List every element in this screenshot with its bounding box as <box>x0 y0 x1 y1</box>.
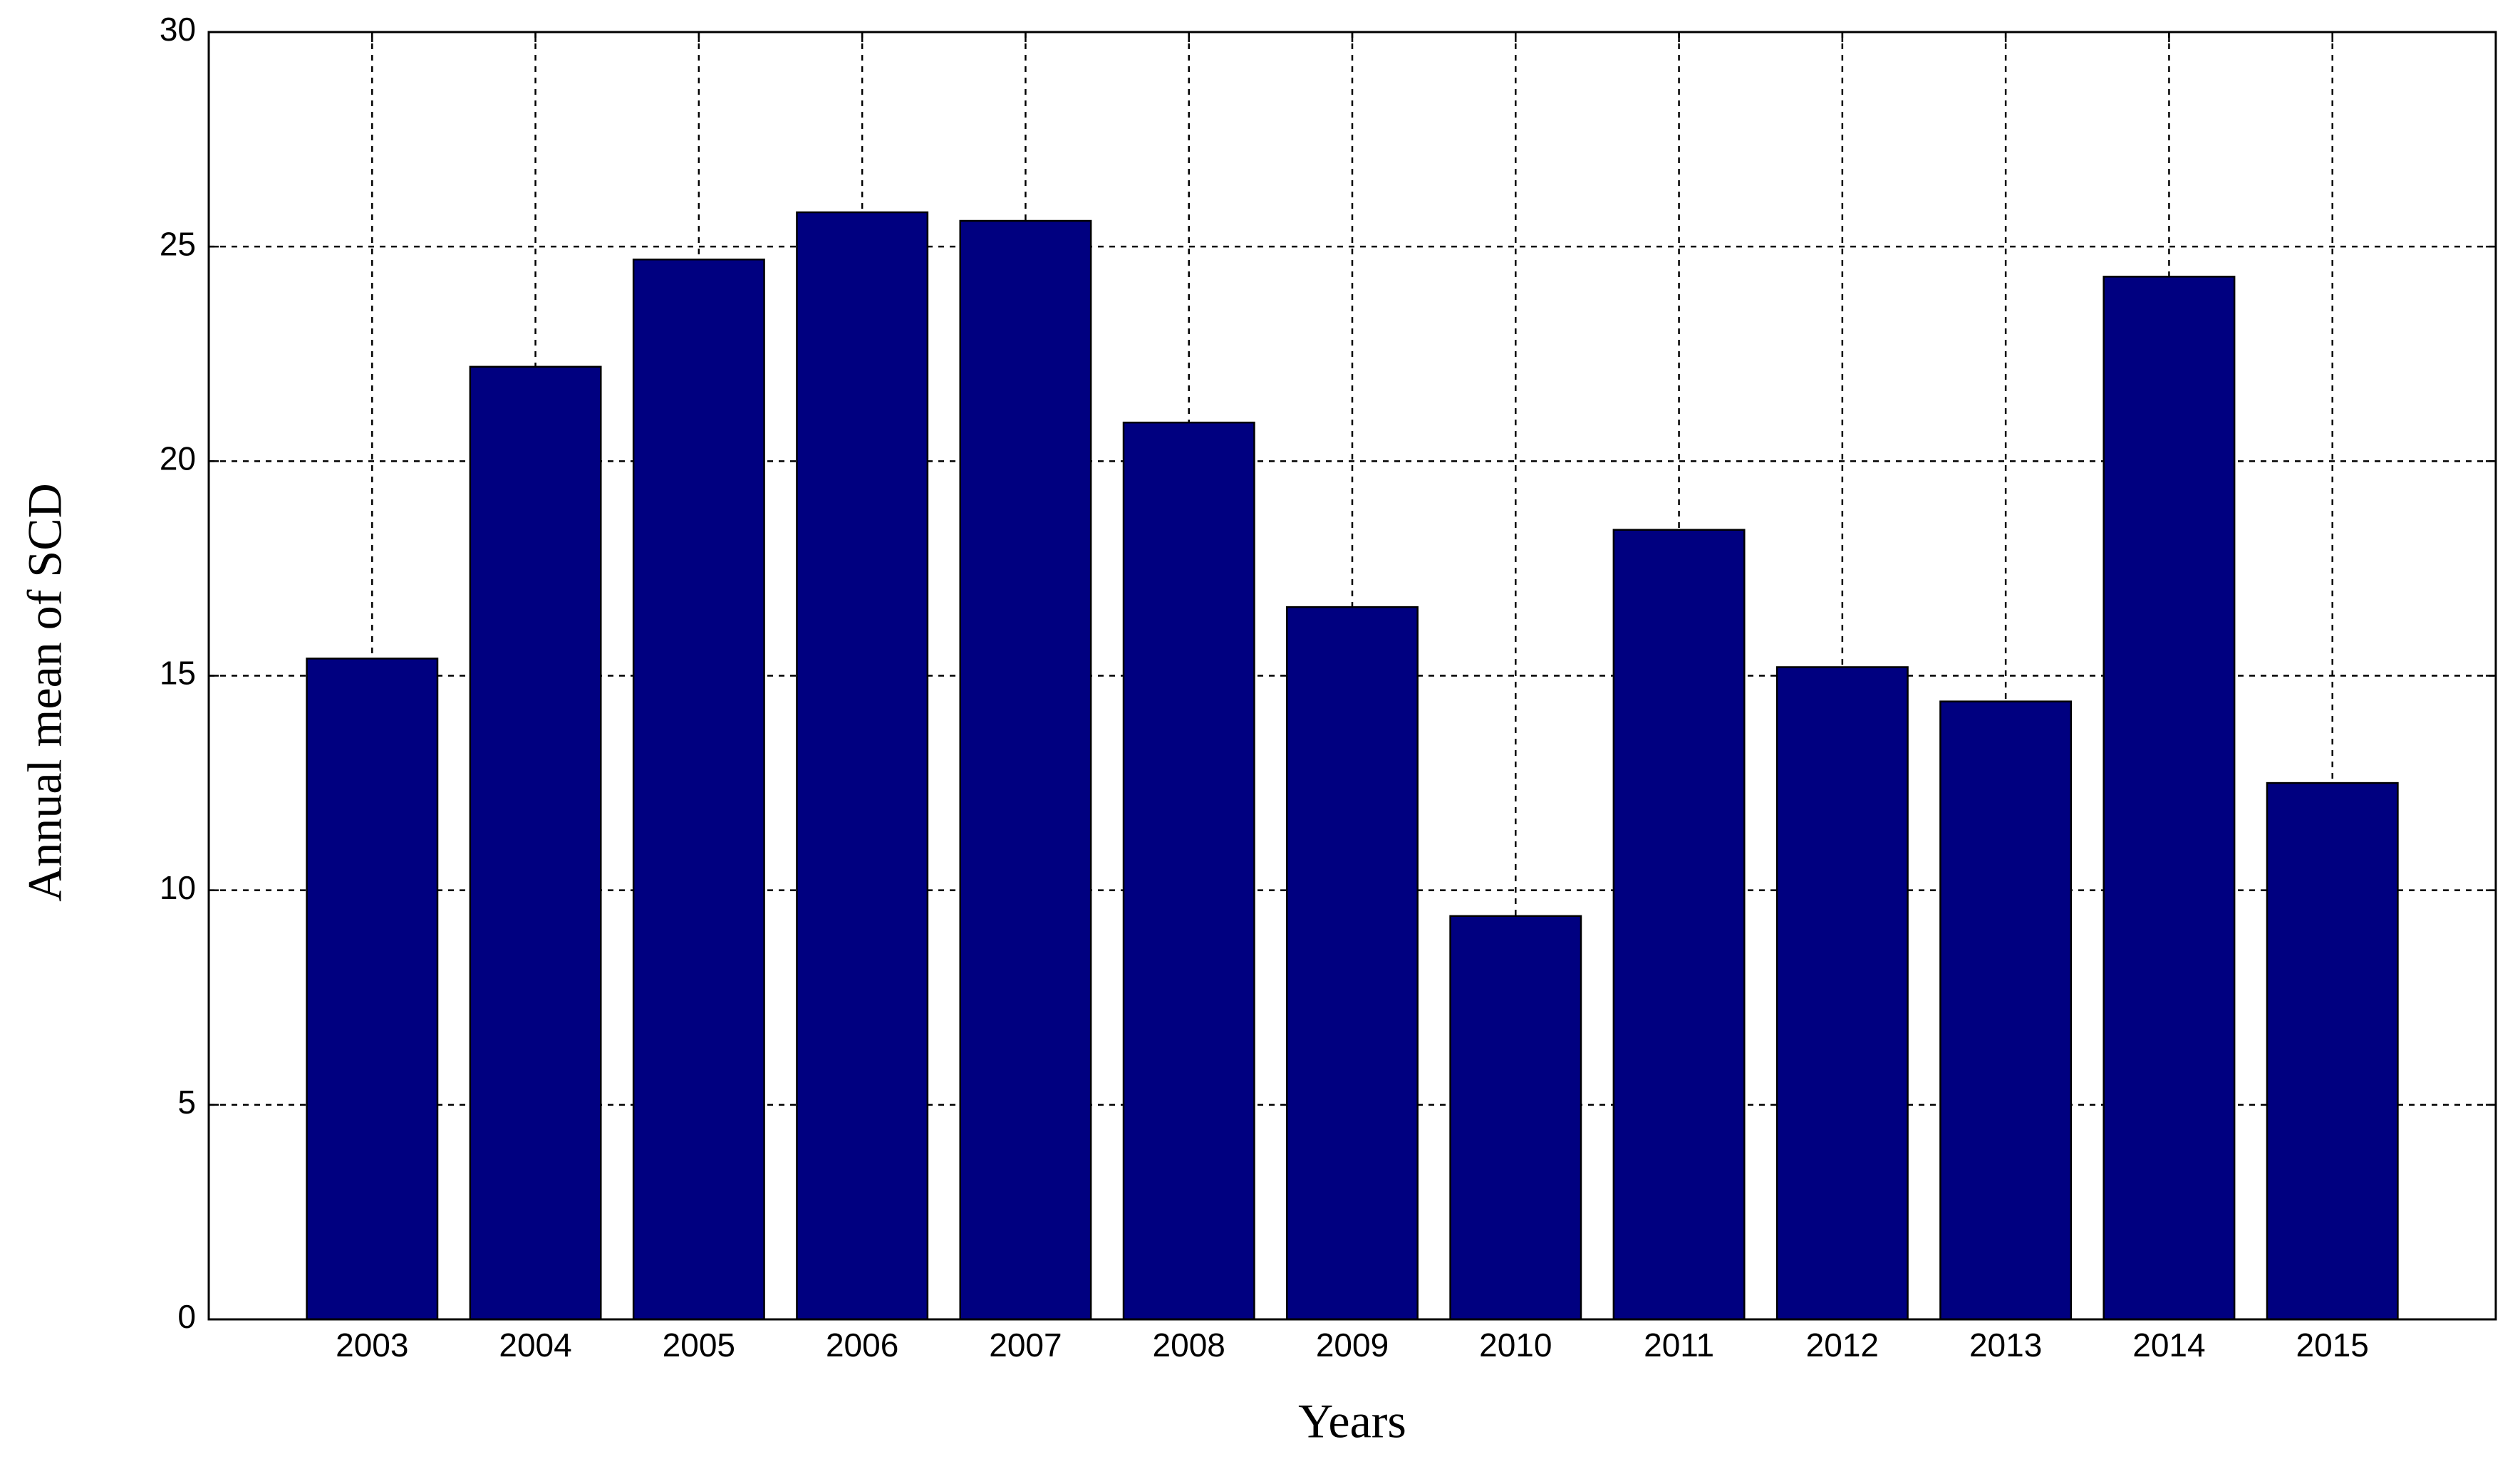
plot-frame <box>207 31 2497 1321</box>
bar <box>2102 276 2236 1321</box>
y-tick-label: 30 <box>160 11 196 48</box>
y-tick-label: 0 <box>177 1298 196 1335</box>
x-tick-label: 2008 <box>1153 1326 1225 1364</box>
y-tick-label: 25 <box>160 225 196 262</box>
y-tick-label: 15 <box>160 655 196 692</box>
x-tick-label: 2009 <box>1316 1326 1389 1364</box>
x-tick-label: 2015 <box>2296 1326 2369 1364</box>
x-tick-label: 2010 <box>1479 1326 1552 1364</box>
bar <box>1286 606 1419 1321</box>
y-tick-label: 5 <box>177 1084 196 1121</box>
bar <box>1612 529 1746 1321</box>
bar <box>306 658 439 1321</box>
bar <box>2266 782 2399 1321</box>
bar <box>1122 421 1255 1321</box>
x-tick-label: 2006 <box>826 1326 898 1364</box>
bar <box>1775 666 1909 1321</box>
x-tick-label: 2003 <box>336 1326 408 1364</box>
bar <box>632 258 765 1321</box>
x-tick-label: 2013 <box>1969 1326 2042 1364</box>
x-tick-label: 2011 <box>1644 1326 1714 1364</box>
x-tick-label: 2005 <box>663 1326 735 1364</box>
x-tick-label: 2007 <box>989 1326 1062 1364</box>
y-tick-label: 10 <box>160 869 196 906</box>
bar <box>796 211 929 1321</box>
y-tick-label: 20 <box>160 440 196 477</box>
x-tick-label: 2014 <box>2132 1326 2205 1364</box>
x-axis-title: Years <box>1298 1394 1406 1448</box>
bar <box>959 219 1092 1321</box>
bar <box>1939 700 2073 1321</box>
y-axis-title: Annual mean of SCD <box>18 483 72 901</box>
bar <box>1449 915 1582 1321</box>
x-tick-label: 2012 <box>1806 1326 1879 1364</box>
x-tick-label: 2004 <box>499 1326 571 1364</box>
bar <box>469 365 602 1321</box>
